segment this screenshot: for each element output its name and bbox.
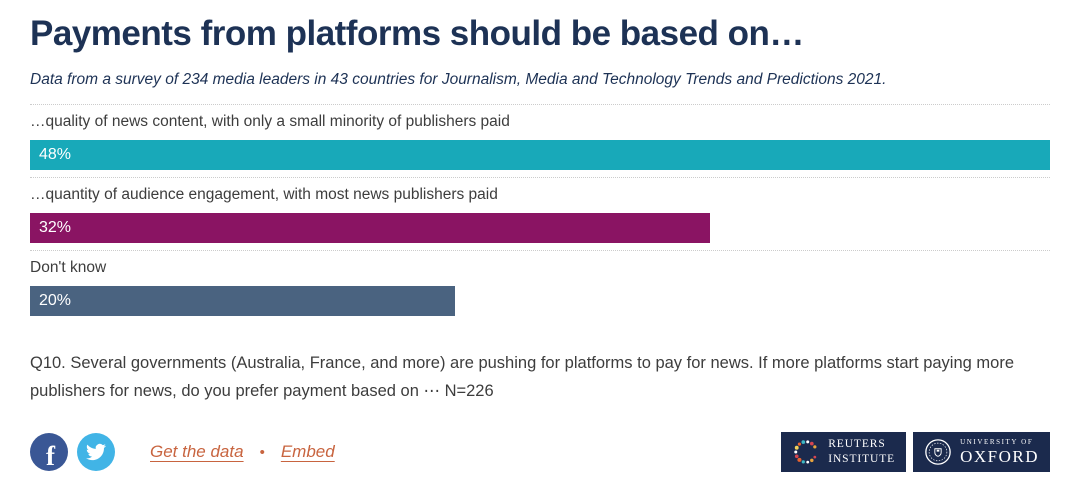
reuters-logo-text: REUTERS INSTITUTE xyxy=(828,437,895,467)
embed-link[interactable]: Embed xyxy=(280,442,335,462)
facebook-share-button[interactable]: f xyxy=(30,433,68,472)
bar-track: 32% xyxy=(30,213,1050,244)
bar-row-dont-know: Don't know 20% xyxy=(30,250,1050,323)
bar-chart: …quality of news content, with only a sm… xyxy=(30,104,1050,323)
oxford-logo: UNIVERSITY OF OXFORD xyxy=(913,432,1050,473)
bar-label: Don't know xyxy=(30,259,107,277)
reuters-dotted-ring-icon xyxy=(794,440,817,464)
chart-subtitle: Data from a survey of 234 media leaders … xyxy=(30,71,887,89)
page: Payments from platforms should be based … xyxy=(30,14,1050,473)
bar-row-quality: …quality of news content, with only a sm… xyxy=(30,104,1050,177)
bar-label: …quantity of audience engagement, with m… xyxy=(30,186,498,204)
footer: f Get the data • Embed xyxy=(30,432,1050,473)
get-the-data-link[interactable]: Get the data xyxy=(150,442,244,462)
link-separator: • xyxy=(259,443,265,461)
bar-label: …quality of news content, with only a sm… xyxy=(30,113,510,131)
bar-row-quantity: …quantity of audience engagement, with m… xyxy=(30,177,1050,250)
bar-track: 20% xyxy=(30,286,1050,317)
page-title: Payments from platforms should be based … xyxy=(30,14,804,53)
oxford-logo-text: UNIVERSITY OF OXFORD xyxy=(960,438,1039,467)
bar-value-label: 48% xyxy=(39,146,72,164)
footnote: Q10. Several governments (Australia, Fra… xyxy=(30,354,1015,401)
reuters-institute-logo: REUTERS INSTITUTE xyxy=(781,432,907,473)
logos: REUTERS INSTITUTE UNIVERSITY OF OXFORD xyxy=(781,432,1050,473)
facebook-icon: f xyxy=(46,441,55,472)
reuters-logo-line2: INSTITUTE xyxy=(828,453,896,466)
reuters-logo-line1: REUTERS xyxy=(828,438,886,451)
bar-value-label: 20% xyxy=(39,292,72,310)
bar-dont-know[interactable]: 20% xyxy=(30,286,455,317)
bar-quantity[interactable]: 32% xyxy=(30,213,710,244)
twitter-share-button[interactable] xyxy=(77,433,115,472)
bar-quality[interactable]: 48% xyxy=(30,140,1050,171)
oxford-logo-large: OXFORD xyxy=(960,446,1039,466)
bar-value-label: 32% xyxy=(39,219,72,237)
twitter-icon xyxy=(86,444,106,461)
bar-track: 48% xyxy=(30,140,1050,171)
share-links: Get the data • Embed xyxy=(150,442,335,462)
oxford-logo-small: UNIVERSITY OF xyxy=(960,437,1034,446)
oxford-crest-icon xyxy=(925,439,951,466)
